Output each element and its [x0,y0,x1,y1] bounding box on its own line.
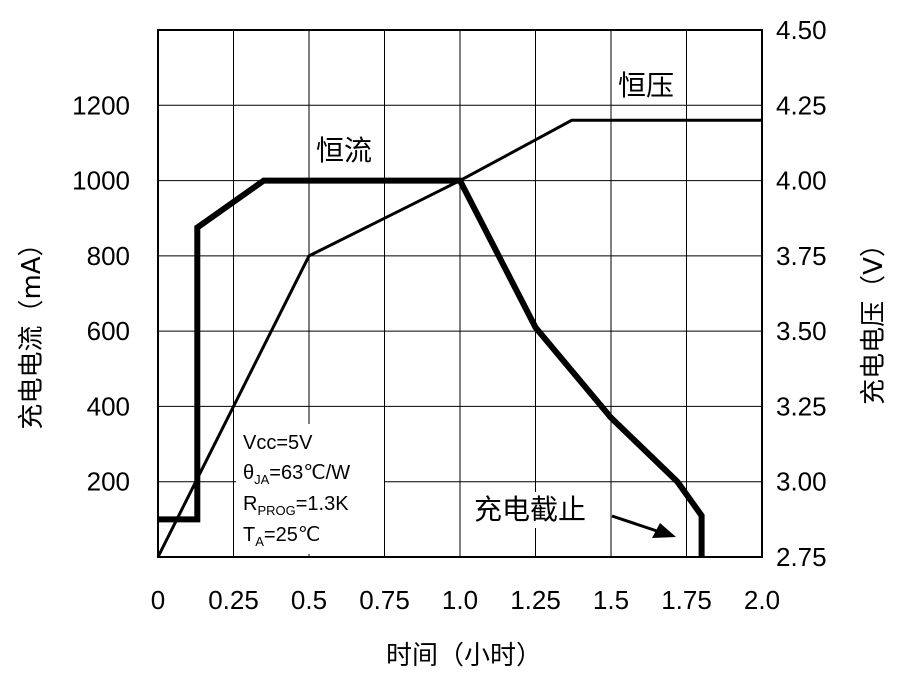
x-tick-labels: 0 0.25 0.5 0.75 1.0 1.25 1.5 1.75 2.0 [151,585,780,615]
x-tick-label: 0.5 [291,585,327,615]
y-left-tick-labels: 200 400 600 800 1000 1200 [72,90,130,496]
term-label-bg [470,492,606,528]
termination-arrow-head [652,523,676,538]
x-tick-label: 1.75 [661,585,712,615]
y-left-tick-label: 800 [87,241,130,271]
annotation-constant-current: 恒流 [316,134,372,167]
x-tick-label: 1.25 [510,585,561,615]
y-right-axis-title: 充电电压（V） [859,231,889,405]
x-tick-label: 0.25 [208,585,259,615]
y-left-tick-label: 1000 [72,166,130,196]
y-left-axis-title: 充电电流（mA） [17,230,47,429]
y-right-tick-label: 4.00 [776,166,827,196]
x-tick-label: 0 [151,585,165,615]
termination-arrow-shaft [611,514,661,534]
y-left-tick-label: 600 [87,316,130,346]
x-tick-label: 1.0 [442,585,478,615]
y-right-tick-label: 3.75 [776,241,827,271]
conditions-box [236,424,384,554]
y-left-tick-label: 1200 [72,90,130,120]
annotation-constant-voltage: 恒压 [618,69,674,102]
series-line-current [158,177,705,557]
x-tick-label: 2.0 [744,585,780,615]
condition-rprog: RPROG=1.3K [243,493,349,518]
condition-theta-ja: θJA=63℃/W [243,462,350,487]
y-right-tick-label: 3.00 [776,467,827,497]
y-right-tick-label: 4.50 [776,15,827,45]
y-right-tick-label: 3.50 [776,316,827,346]
cv-label-bg [612,66,682,102]
y-left-tick-label: 200 [87,467,130,497]
x-axis-title: 时间（小时） [386,641,542,671]
y-left-tick-label: 400 [87,391,130,421]
x-tick-label: 0.75 [359,585,410,615]
y-right-tick-label: 2.75 [776,542,827,572]
y-right-tick-label: 3.25 [776,391,827,421]
y-right-tick-label: 4.25 [776,90,827,120]
condition-vcc: Vcc=5V [243,432,313,454]
annotation-charge-termination: 充电截止 [474,493,586,526]
cc-label-bg [312,130,382,166]
y-right-tick-labels: 2.75 3.00 3.25 3.50 3.75 4.00 4.25 4.50 [776,15,827,572]
x-tick-label: 1.5 [593,585,629,615]
condition-ta: TA=25℃ [243,524,320,549]
plot-frame [157,29,763,558]
